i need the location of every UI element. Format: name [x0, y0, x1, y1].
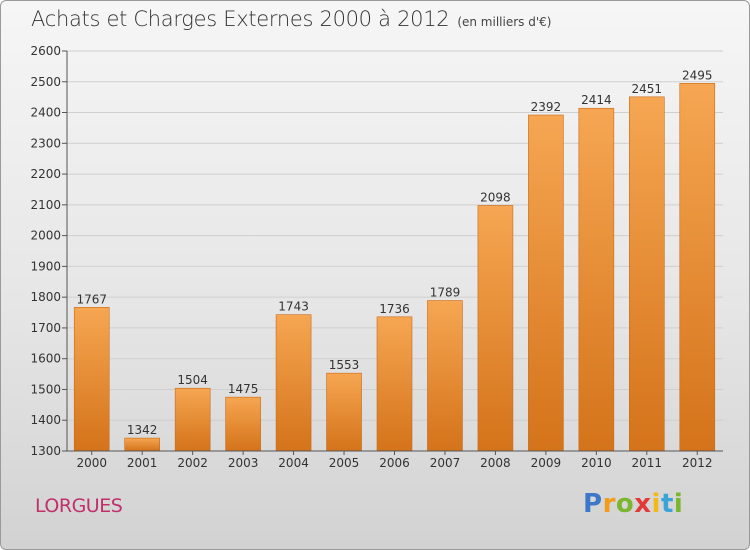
y-tick-label: 2400	[30, 106, 61, 120]
y-tick-label: 2500	[30, 75, 61, 89]
x-tick-label: 2010	[581, 456, 612, 470]
logo-letter: P	[583, 489, 603, 519]
x-tick-label: 2011	[632, 456, 663, 470]
bar	[427, 300, 463, 452]
data-label: 1342	[127, 423, 158, 437]
logo-letter: t	[660, 489, 674, 519]
bar	[528, 114, 564, 452]
y-tick-label: 1900	[30, 259, 61, 273]
data-label: 1736	[379, 302, 410, 316]
bar	[376, 316, 413, 452]
x-tick-label: 2001	[127, 456, 158, 470]
bar	[477, 205, 514, 452]
title-text: Achats et Charges Externes 2000 à 2012	[31, 7, 450, 31]
bar	[629, 96, 665, 452]
logo-letter: i	[673, 489, 684, 519]
y-tick-label: 1400	[30, 413, 61, 427]
data-label: 1504	[177, 373, 208, 387]
data-label: 1767	[76, 292, 107, 306]
city-name: LORGUES	[35, 495, 123, 517]
logo-letter: r	[602, 489, 616, 519]
x-tick-label: 2004	[278, 456, 309, 470]
y-tick-label: 2600	[30, 44, 61, 58]
y-tick-label: 1300	[30, 444, 61, 458]
data-label: 1743	[278, 300, 309, 314]
bar	[124, 437, 160, 452]
bar	[174, 387, 211, 452]
logo-letter: o	[615, 489, 635, 519]
y-tick-label: 1700	[30, 321, 61, 335]
y-tick-label: 2200	[30, 167, 61, 181]
data-label: 1475	[228, 382, 259, 396]
x-tick-label: 2006	[379, 456, 410, 470]
bar	[225, 396, 261, 452]
bar	[326, 372, 362, 452]
x-tick-label: 2007	[430, 456, 461, 470]
data-label: 1789	[430, 286, 461, 300]
x-tick-label: 2002	[177, 456, 208, 470]
y-tick-label: 1500	[30, 382, 61, 396]
logo-letter: i	[651, 489, 661, 519]
y-tick-label: 1600	[30, 352, 61, 366]
logo-letter: x	[634, 489, 652, 519]
x-tick-label: 2008	[480, 456, 511, 470]
bar	[275, 314, 312, 452]
chart-title: Achats et Charges Externes 2000 à 2012 (e…	[31, 7, 551, 31]
data-label: 2414	[581, 93, 612, 107]
x-tick-label: 2003	[228, 456, 259, 470]
x-tick-label: 2009	[531, 456, 562, 470]
bar	[578, 107, 615, 452]
x-tick-label: 2000	[76, 456, 107, 470]
y-tick-label: 1800	[30, 290, 61, 304]
bar	[73, 307, 110, 452]
y-tick-label: 2100	[30, 198, 61, 212]
data-label: 2451	[632, 82, 663, 96]
proxiti-logo[interactable]: Proxiti	[583, 489, 683, 519]
bars: 1767 1342 1504 1475 1743 1553 1736 1789 2098 2392…	[73, 68, 716, 452]
bar	[679, 83, 716, 452]
axes: 1300 1400 1500 1600 1700 1800 1900 2000 2100 2200…	[30, 44, 723, 470]
data-label: 1553	[329, 358, 360, 372]
y-tick-label: 2000	[30, 229, 61, 243]
data-label: 2098	[480, 190, 511, 204]
data-label: 2392	[531, 100, 562, 114]
data-label: 2495	[682, 68, 713, 82]
y-tick-label: 2300	[30, 136, 61, 150]
x-tick-label: 2012	[682, 456, 713, 470]
title-unit: (en milliers d'€)	[457, 15, 552, 29]
x-tick-label: 2005	[329, 456, 360, 470]
